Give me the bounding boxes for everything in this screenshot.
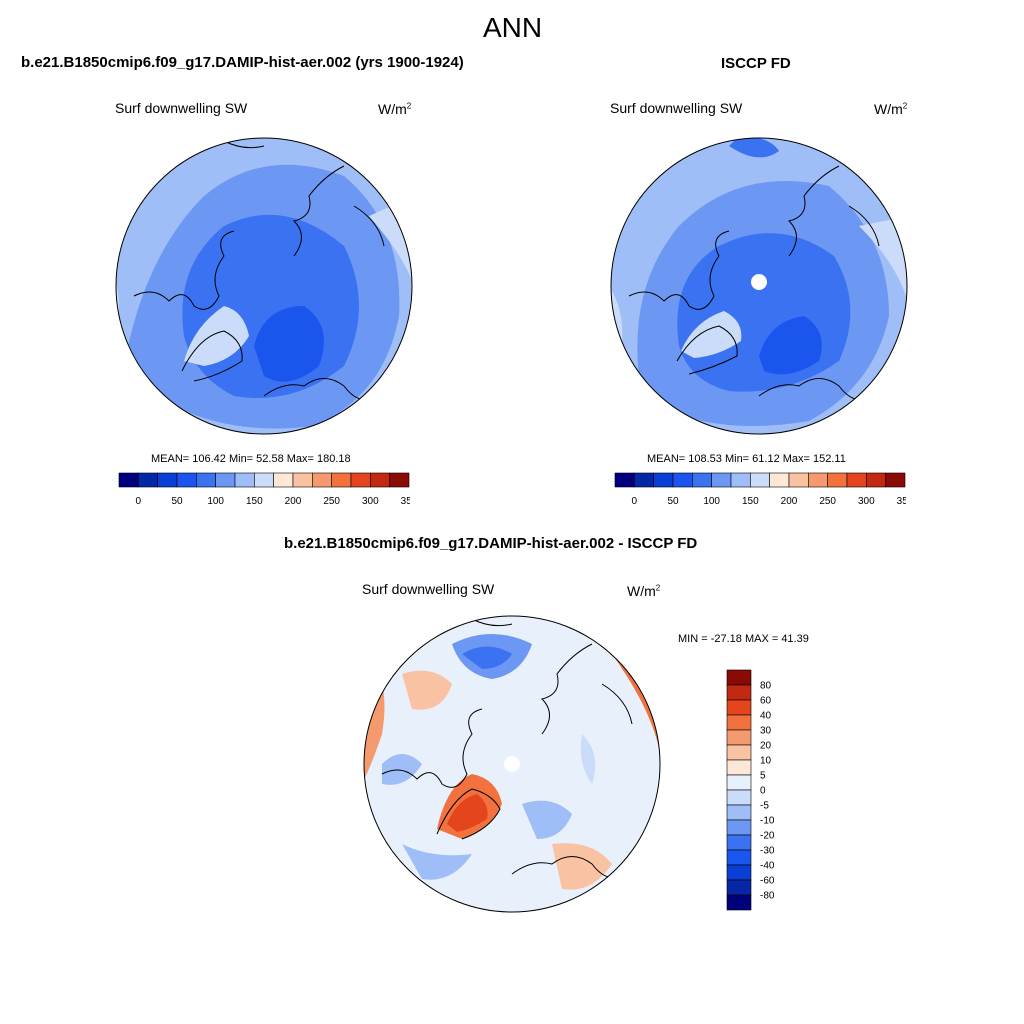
diff-stats-text: MIN = -27.18 MAX = 41.39 xyxy=(678,633,809,645)
obs-colorbar-swatch xyxy=(653,472,674,488)
diff-colorbar-swatch xyxy=(726,699,752,716)
obs-colorbar-swatch xyxy=(634,472,654,488)
obs-panel-title: ISCCP FD xyxy=(721,55,791,72)
diff-colorbar-swatch xyxy=(726,879,752,896)
diff-colorbar-swatch xyxy=(726,684,752,701)
diff-colorbar-swatch xyxy=(726,774,752,791)
model-colorbar-tick-label: 350 xyxy=(401,496,410,507)
model-colorbar-swatch xyxy=(331,472,352,488)
obs-colorbar-swatch xyxy=(866,472,886,488)
obs-colorbar: 0 50 100 150 200 250 300 350 xyxy=(614,472,906,507)
diff-colorbar-tick-label: -40 xyxy=(760,861,775,872)
obs-colorbar-swatch xyxy=(885,472,906,488)
model-colorbar-swatch xyxy=(118,472,139,488)
model-colorbar-swatch xyxy=(157,472,178,488)
obs-colorbar-tick-label: 300 xyxy=(858,496,875,507)
diff-colorbar-tick-label: -20 xyxy=(760,831,775,842)
obs-colorbar-tick-label: 50 xyxy=(667,496,679,507)
obs-colorbar-tick-label: 350 xyxy=(897,496,906,507)
diff-colorbar-swatch xyxy=(726,804,752,821)
obs-units-label: W/m2 xyxy=(874,101,908,117)
diff-colorbar-tick-label: 20 xyxy=(760,741,772,752)
model-colorbar-swatch xyxy=(273,472,294,488)
diff-colorbar-tick-label: 40 xyxy=(760,711,772,722)
model-colorbar-swatch xyxy=(196,472,216,488)
obs-stats-text: MEAN= 108.53 Min= 61.12 Max= 152.11 xyxy=(647,453,846,465)
diff-colorbar-tick-label: -30 xyxy=(760,846,775,857)
obs-colorbar-swatch xyxy=(788,472,809,488)
model-panel-title: b.e21.B1850cmip6.f09_g17.DAMIP-hist-aer.… xyxy=(21,54,464,71)
model-colorbar-tick-label: 0 xyxy=(136,496,142,507)
diff-colorbar-swatch xyxy=(726,849,752,866)
diff-colorbar-swatch xyxy=(726,744,752,761)
model-colorbar-tick-label: 100 xyxy=(207,496,224,507)
model-colorbar-swatch xyxy=(370,472,390,488)
diff-colorbar-tick-label: -5 xyxy=(760,801,769,812)
diff-colorbar-swatch xyxy=(726,819,752,836)
obs-colorbar-swatch xyxy=(808,472,828,488)
model-colorbar-tick-label: 150 xyxy=(246,496,263,507)
diff-variable-label: Surf downwelling SW xyxy=(362,581,495,597)
obs-colorbar-swatch xyxy=(846,472,867,488)
obs-colorbar-swatch xyxy=(750,472,770,488)
obs-colorbar-tick-label: 100 xyxy=(703,496,720,507)
diff-colorbar-swatch xyxy=(726,669,752,686)
obs-colorbar-tick-label: 250 xyxy=(819,496,836,507)
obs-colorbar-tick-label: 0 xyxy=(632,496,638,507)
model-polar-map xyxy=(115,137,413,435)
model-colorbar-swatch xyxy=(215,472,236,488)
diff-colorbar-tick-label: 60 xyxy=(760,696,772,707)
diff-colorbar-swatch xyxy=(726,759,752,776)
model-colorbar-swatch xyxy=(254,472,274,488)
model-colorbar-tick-label: 50 xyxy=(171,496,183,507)
obs-colorbar-swatch xyxy=(827,472,848,488)
obs-colorbar-tick-label: 150 xyxy=(742,496,759,507)
diff-colorbar-tick-label: 0 xyxy=(760,786,766,797)
figure-title: ANN xyxy=(483,12,543,43)
diff-units-label: W/m2 xyxy=(627,583,661,599)
model-variable-label: Surf downwelling SW xyxy=(115,100,248,116)
diff-colorbar-tick-label: 5 xyxy=(760,771,766,782)
diff-colorbar-tick-label: -80 xyxy=(760,891,775,902)
diff-colorbar-tick-label: 30 xyxy=(760,726,772,737)
diff-colorbar-tick-label: -60 xyxy=(760,876,775,887)
diff-colorbar-swatch xyxy=(726,864,752,881)
model-colorbar-swatch xyxy=(234,472,255,488)
diff-colorbar-swatch xyxy=(726,729,752,746)
obs-colorbar-swatch xyxy=(730,472,751,488)
diff-colorbar: 80 60 40 30 20 10 5 0 -5 -10 -20 -30 -40 -60 -80 xyxy=(726,669,775,911)
model-units-label: W/m2 xyxy=(378,101,412,117)
diff-colorbar-tick-label: 10 xyxy=(760,756,772,767)
model-colorbar-swatch xyxy=(350,472,371,488)
model-colorbar-tick-label: 300 xyxy=(362,496,379,507)
obs-colorbar-swatch xyxy=(711,472,732,488)
model-colorbar-swatch xyxy=(176,472,197,488)
model-stats-text: MEAN= 106.42 Min= 52.58 Max= 180.18 xyxy=(151,453,351,465)
diff-colorbar-swatch xyxy=(726,714,752,731)
obs-colorbar-swatch xyxy=(614,472,635,488)
obs-colorbar-swatch xyxy=(672,472,693,488)
model-colorbar-tick-label: 250 xyxy=(323,496,340,507)
obs-colorbar-swatch xyxy=(692,472,712,488)
model-colorbar-swatch xyxy=(389,472,410,488)
diff-panel-title: b.e21.B1850cmip6.f09_g17.DAMIP-hist-aer.… xyxy=(284,535,698,552)
diff-colorbar-tick-label: -10 xyxy=(760,816,775,827)
model-colorbar-swatch xyxy=(292,472,313,488)
obs-variable-label: Surf downwelling SW xyxy=(610,100,743,116)
model-colorbar-swatch xyxy=(138,472,158,488)
model-colorbar-tick-label: 200 xyxy=(285,496,302,507)
obs-colorbar-tick-label: 200 xyxy=(781,496,798,507)
model-colorbar: 0 50 100 150 200 250 300 350 xyxy=(118,472,410,507)
diff-colorbar-swatch xyxy=(726,894,752,911)
diff-colorbar-tick-label: 80 xyxy=(760,681,772,692)
diff-colorbar-swatch xyxy=(726,834,752,851)
obs-colorbar-swatch xyxy=(769,472,790,488)
diff-colorbar-swatch xyxy=(726,789,752,806)
model-colorbar-swatch xyxy=(312,472,332,488)
obs-polar-map xyxy=(610,137,908,435)
diff-polar-map xyxy=(363,615,661,913)
